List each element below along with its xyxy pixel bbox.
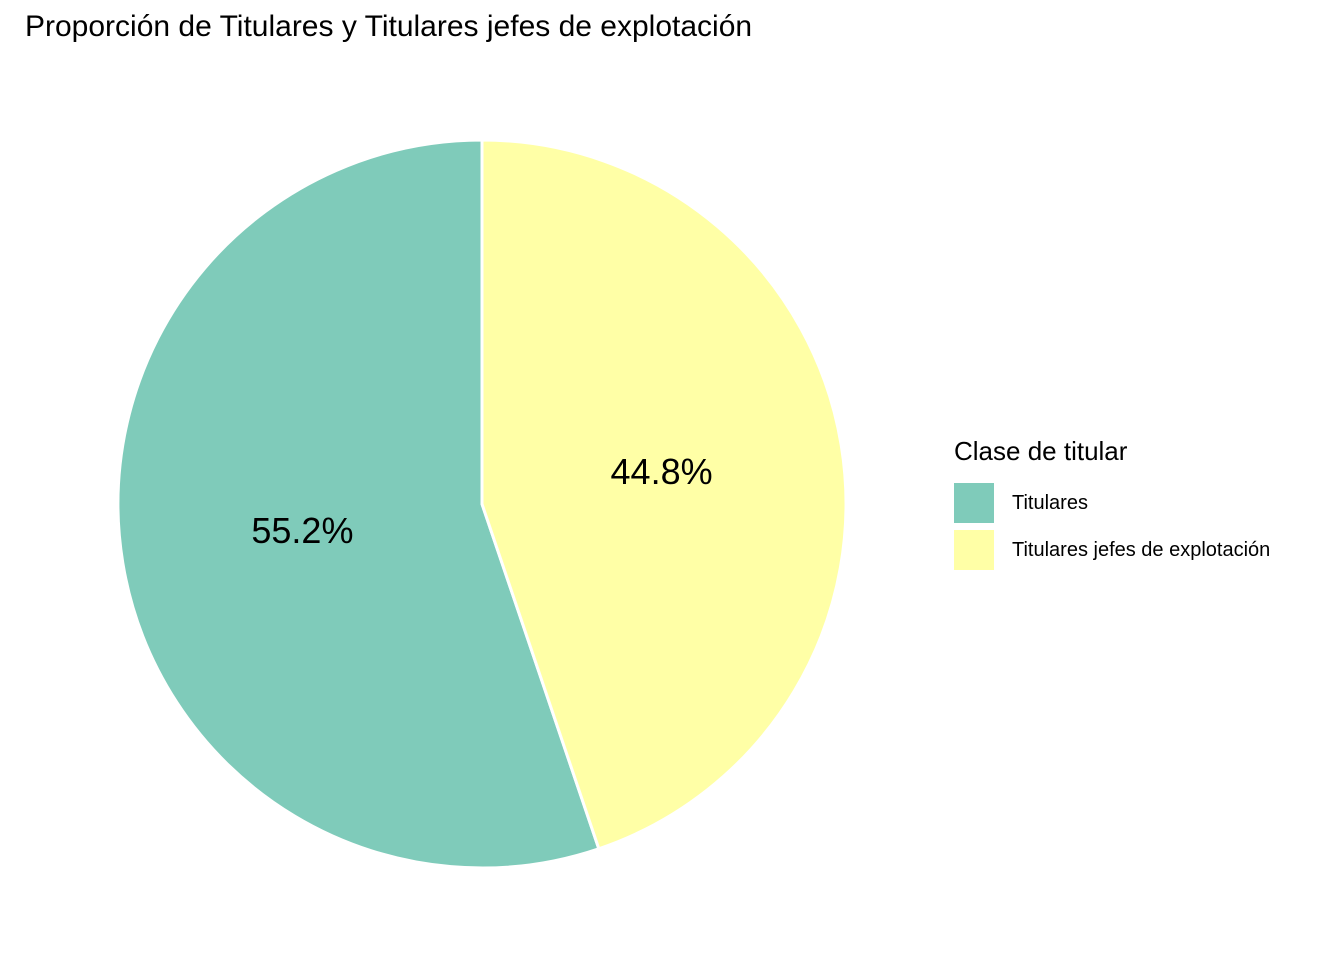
legend-swatch-titulares-jefes: [954, 530, 994, 570]
legend-label-titulares: Titulares: [1012, 491, 1088, 514]
legend-label-titulares-jefes: Titulares jefes de explotación: [1012, 538, 1271, 561]
legend-swatch-titulares: [954, 483, 994, 523]
chart-title: Proporción de Titulares y Titulares jefe…: [25, 10, 753, 43]
slice-label-titulares-jefes: 44.8%: [611, 451, 713, 492]
slice-label-titulares: 55.2%: [251, 510, 353, 551]
pie-slice-titulares: [116, 138, 601, 870]
pie-slice-titulares-jefes: [480, 138, 848, 851]
legend: Clase de titular Titulares Titulares jef…: [954, 436, 1270, 575]
legend-item-titulares: Titulares: [954, 481, 1270, 525]
legend-item-titulares-jefes: Titulares jefes de explotación: [954, 528, 1270, 572]
legend-title: Clase de titular: [954, 436, 1128, 466]
